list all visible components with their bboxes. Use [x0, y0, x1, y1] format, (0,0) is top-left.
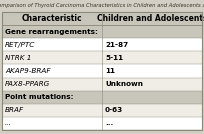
- Text: ...: ...: [105, 120, 113, 126]
- Text: Unknown: Unknown: [105, 81, 143, 87]
- Bar: [2, 104, 202, 117]
- Bar: [2, 38, 202, 51]
- Text: AKAP9-BRAF: AKAP9-BRAF: [5, 68, 51, 74]
- Bar: [2, 12, 202, 25]
- Text: Gene rearrangements:: Gene rearrangements:: [5, 29, 98, 35]
- Text: PAX8-PPARG: PAX8-PPARG: [5, 81, 50, 87]
- Bar: [2, 64, 202, 78]
- Text: Table 5. Comparison of Thyroid Carcinoma Characteristics in Children and Adolesc: Table 5. Comparison of Thyroid Carcinoma…: [0, 3, 204, 8]
- Text: 0-63: 0-63: [105, 107, 123, 113]
- Bar: [2, 91, 202, 104]
- Text: ...: ...: [5, 120, 12, 126]
- Text: Characteristic: Characteristic: [22, 14, 82, 23]
- Bar: [2, 117, 202, 130]
- Bar: [2, 25, 202, 38]
- Text: Children and Adolescents: Children and Adolescents: [97, 14, 204, 23]
- Bar: [2, 12, 202, 130]
- Text: Point mutations:: Point mutations:: [5, 94, 73, 100]
- Bar: [2, 12, 202, 130]
- Text: RET/PTC: RET/PTC: [5, 42, 35, 48]
- Text: 11: 11: [105, 68, 115, 74]
- Bar: [2, 78, 202, 91]
- Bar: [2, 51, 202, 64]
- Text: NTRK 1: NTRK 1: [5, 55, 31, 61]
- Text: 21-87: 21-87: [105, 42, 128, 48]
- Text: 5-11: 5-11: [105, 55, 123, 61]
- Text: BRAF: BRAF: [5, 107, 24, 113]
